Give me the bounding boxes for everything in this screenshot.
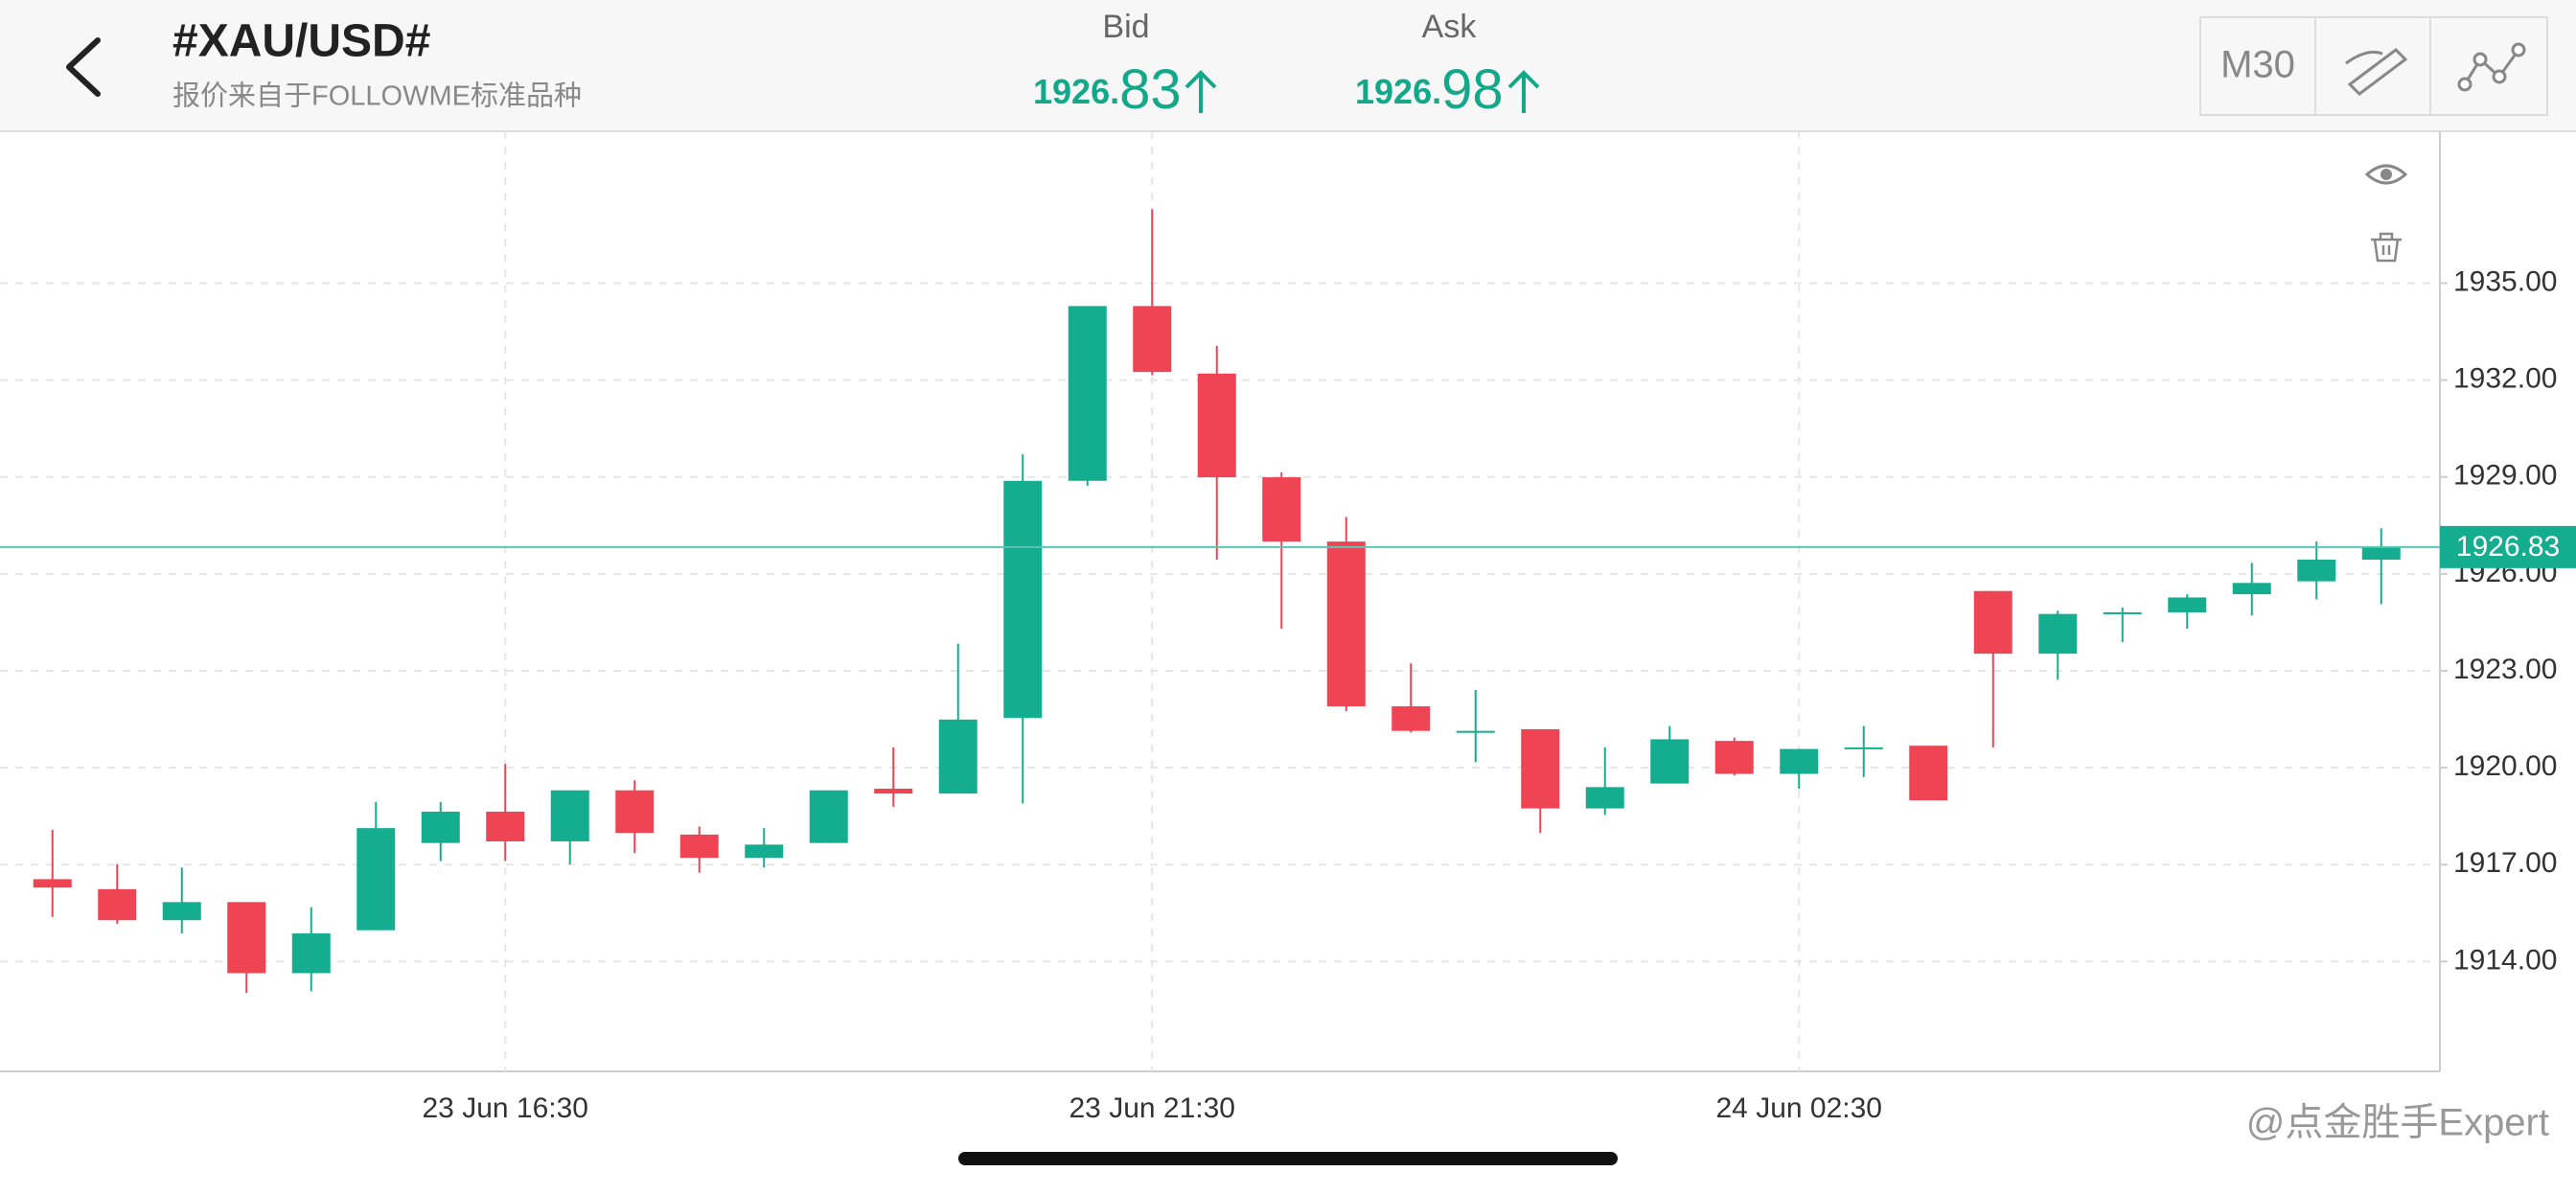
back-button[interactable]: [66, 37, 101, 97]
home-indicator: [958, 1152, 1618, 1165]
candle-body: [2361, 546, 2401, 561]
candle-body: [2103, 611, 2142, 614]
candle-body: [486, 811, 525, 841]
candle-body: [2038, 613, 2078, 655]
candle-body: [1392, 706, 1431, 731]
ask-label: Ask: [1422, 9, 1478, 45]
candle-body: [227, 902, 266, 974]
candle-body: [1521, 728, 1560, 809]
candle-body: [291, 933, 331, 974]
y-tick-label: 1920.00: [2453, 750, 2557, 782]
candle-body: [1197, 373, 1236, 478]
bid-up-arrow: [1184, 70, 1217, 113]
candle-body: [2168, 597, 2207, 612]
pencil-icon: [2345, 48, 2408, 96]
header-bar: [0, 0, 2576, 131]
bid-price: 1926.83: [1033, 58, 1182, 121]
ask-up-arrow: [1507, 70, 1540, 113]
candle-body: [809, 790, 848, 843]
x-tick-label: 23 Jun 21:30: [1070, 1092, 1235, 1124]
candle-body: [98, 888, 137, 921]
y-tick-label: 1923.00: [2453, 654, 2557, 685]
candle-body: [1650, 739, 1690, 784]
eye-pupil: [2380, 169, 2392, 180]
subtitle: 报价来自于FOLLOWME标准品种: [172, 80, 582, 112]
candle-body: [615, 790, 655, 834]
candle-body: [1909, 746, 1948, 801]
indicator-icon: [2463, 49, 2520, 85]
candle-body: [874, 789, 913, 794]
candle-body: [2232, 583, 2271, 595]
candle-body: [2297, 560, 2336, 582]
candle-body: [1068, 306, 1107, 481]
candle-body: [1326, 541, 1366, 707]
timeframe-label: M30: [2220, 44, 2295, 86]
y-tick-label: 1932.00: [2453, 362, 2557, 394]
y-tick-label: 1935.00: [2453, 265, 2557, 297]
y-tick-label: 1917.00: [2453, 847, 2557, 879]
x-tick-label: 23 Jun 16:30: [423, 1092, 588, 1124]
candle-body: [1262, 477, 1301, 542]
x-tick-label: 24 Jun 02:30: [1716, 1092, 1882, 1124]
candle-body: [33, 879, 72, 888]
trash-icon[interactable]: [2371, 232, 2402, 263]
candle-body: [1133, 306, 1172, 373]
last-price-tag: [2440, 525, 2576, 568]
symbol-title: #XAU/USD#: [172, 16, 430, 67]
candle-body: [1585, 787, 1624, 809]
candle-body: [938, 719, 978, 794]
candle-body: [1714, 741, 1754, 774]
candle-body: [162, 902, 201, 921]
eye-icon[interactable]: [2364, 164, 2408, 185]
candle-body: [745, 844, 784, 859]
candle-body: [679, 834, 719, 859]
y-tick-label: 1929.00: [2453, 460, 2557, 492]
candle-body: [356, 828, 396, 931]
watermark: @点金胜手Expert: [2246, 1102, 2549, 1144]
candle-body: [421, 811, 460, 843]
candle-body: [550, 790, 589, 841]
last-price-label: 1926.83: [2456, 531, 2560, 563]
candle-body: [1780, 748, 1819, 774]
y-tick-label: 1914.00: [2453, 944, 2557, 976]
plot: 1914.001917.001920.001923.001926.001929.…: [0, 131, 2576, 1124]
indicator-dots: [2457, 42, 2526, 92]
candle-body: [1003, 480, 1043, 719]
ask-price: 1926.98: [1355, 58, 1504, 121]
candle-body: [1844, 747, 1883, 749]
candle-body: [1456, 730, 1495, 733]
candle-body: [1973, 590, 2012, 655]
bid-label: Bid: [1102, 9, 1149, 45]
